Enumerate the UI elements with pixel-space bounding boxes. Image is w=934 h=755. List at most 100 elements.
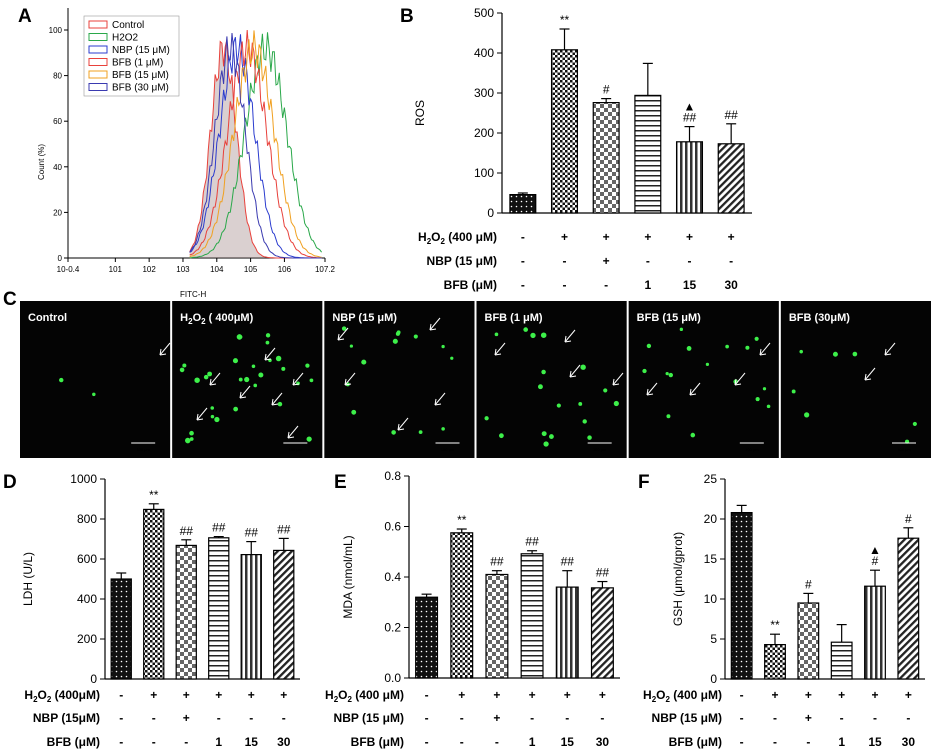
legend-entry: BFB (30 μM): [112, 83, 169, 94]
bfb-dose: -: [604, 278, 608, 292]
bar: [208, 537, 230, 680]
bfb-dose: 30: [902, 735, 916, 749]
fluorescent-cell: [238, 377, 243, 382]
micrograph-label: BFB (15 μM): [637, 312, 702, 324]
legend-entry: Control: [112, 20, 144, 31]
fluorescent-cell: [244, 376, 250, 383]
histogram-curve: [189, 32, 322, 259]
bfb-row-label: BFB (μM): [669, 735, 722, 749]
nbp-sign: -: [729, 254, 733, 268]
micrograph-label: H2O2 ( 400μM): [180, 312, 253, 326]
nbp-sign: -: [563, 254, 567, 268]
fluorescent-cell: [725, 344, 729, 349]
fluorescent-cell: [182, 363, 187, 368]
bar: [634, 94, 662, 214]
micrograph-image: [324, 301, 475, 458]
fluorescent-cell: [499, 433, 504, 439]
bar: [797, 602, 820, 680]
scale-bar-label: 100 μm: [289, 447, 303, 452]
bar: [764, 643, 786, 680]
arrowhead-icon: [397, 423, 405, 431]
arrow-icon: [209, 372, 221, 386]
scale-bar-label: 100 μm: [441, 447, 455, 452]
bfb-row-label: BFB (μM): [444, 278, 497, 292]
arrowhead-icon: [271, 398, 279, 406]
y-tick-label: 0.8: [384, 469, 401, 483]
arrowhead-icon: [159, 348, 167, 356]
histogram-curve: [189, 30, 322, 258]
fluorescent-cell: [537, 384, 543, 390]
arrowhead-icon: [209, 378, 217, 386]
bfb-dose: -: [425, 735, 429, 749]
x-tick-label: 106: [278, 265, 292, 274]
arrowhead-icon: [434, 398, 442, 406]
fluorescent-cell: [450, 356, 454, 360]
y-axis-label: ROS: [413, 100, 427, 126]
y-tick-label: 5: [710, 632, 717, 646]
fluorescent-cell: [530, 332, 536, 339]
fluorescent-cell: [59, 377, 64, 383]
legend-swatch: [88, 33, 108, 41]
fluorescent-cell: [666, 414, 671, 419]
h2o2-sign: +: [493, 688, 500, 702]
x-tick-label: 103: [176, 265, 190, 274]
y-axis-label: LDH (U/L): [21, 552, 35, 606]
fluorescent-cell: [603, 388, 608, 393]
arrow-icon: [337, 327, 349, 341]
fluorescent-cell: [665, 371, 669, 376]
fluorescent-cell: [341, 326, 347, 331]
fluorescent-cell: [305, 363, 310, 368]
x-tick-label: 107.2: [315, 265, 336, 274]
legend-swatch: [88, 20, 108, 29]
nbp-sign: -: [773, 711, 777, 725]
nbp-sign: -: [646, 254, 650, 268]
fluorescent-cell: [613, 400, 619, 407]
h2o2-sign: +: [771, 688, 778, 702]
micrograph-label: BFB (30μM): [789, 312, 850, 324]
h2o2-sign: +: [561, 230, 568, 244]
bfb-dose: -: [495, 735, 499, 749]
fluorescent-cell: [587, 435, 592, 440]
h2o2-sign: +: [603, 230, 610, 244]
y-tick-label: 0: [710, 672, 717, 686]
arrowhead-icon: [646, 388, 654, 396]
fluorescent-cell: [745, 345, 750, 350]
panel-label-e: E: [334, 472, 347, 493]
fluorescent-cell: [418, 430, 423, 434]
nbp-sign: -: [282, 711, 286, 725]
bar: [555, 586, 579, 679]
arrowhead-icon: [612, 378, 620, 386]
h2o2-sign: +: [728, 230, 735, 244]
h2o2-sign: -: [521, 230, 525, 244]
fluorescent-cell: [265, 333, 271, 338]
micrograph-image: [476, 301, 627, 458]
significance-mark: ##: [245, 526, 259, 540]
nbp-sign: -: [217, 711, 221, 725]
bfb-dose: 1: [215, 735, 222, 749]
arrow-icon: [159, 342, 171, 356]
panel-label-c: C: [3, 289, 17, 310]
h2o2-row-label: H2O2 (400μM): [24, 688, 100, 704]
panel-label-d: D: [3, 472, 17, 493]
significance-mark: **: [770, 618, 780, 632]
micrograph-image: [780, 301, 931, 458]
arrow-icon: [271, 392, 283, 406]
y-tick-label: 500: [474, 6, 494, 20]
y-tick-label: 1000: [70, 472, 97, 486]
h2o2-sign: +: [838, 688, 845, 702]
legend-entry: BFB (15 μM): [112, 70, 169, 81]
x-tick-label: 105: [244, 265, 258, 274]
micrograph-label: Control: [28, 312, 67, 324]
bar: [520, 553, 544, 679]
bar: [675, 141, 704, 214]
micrograph-image: [628, 301, 779, 458]
fluorescent-cell: [762, 387, 767, 391]
ldh-bar-chart: 0 200 400 600 800 1000 LDH (U/L) - - - ** + - - ## + + - #…: [21, 472, 300, 749]
legend-swatch: [88, 58, 108, 66]
fluorescent-cell: [233, 406, 239, 412]
fluorescent-cell: [203, 374, 209, 380]
h2o2-sign: +: [248, 688, 255, 702]
fluorescent-cell: [214, 416, 220, 423]
bfb-dose: 15: [683, 278, 697, 292]
scale-bar-label: 100 μm: [136, 447, 150, 452]
